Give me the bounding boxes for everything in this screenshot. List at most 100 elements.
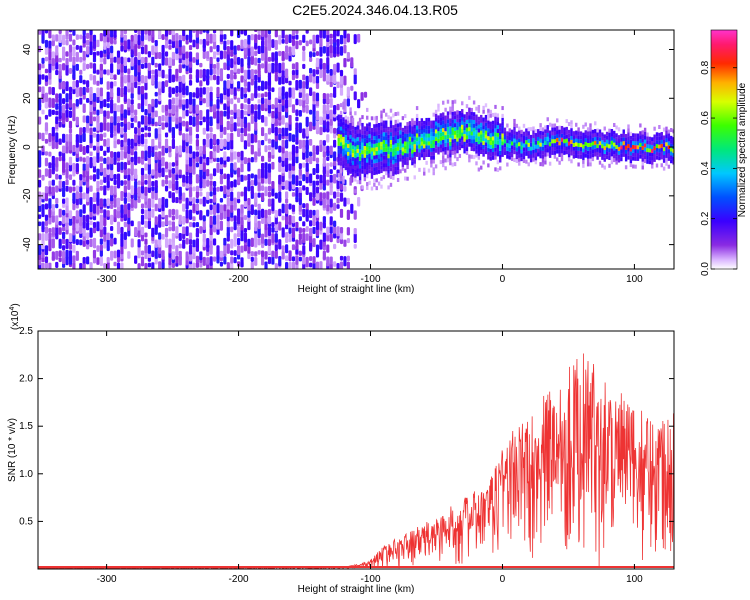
spectrogram-cell — [103, 185, 107, 196]
spectrogram-cell — [392, 156, 395, 161]
colorbar-ticks: 0.00.20.40.60.8 — [700, 60, 737, 276]
spectrogram-cell — [281, 69, 285, 79]
spectrogram-cell — [394, 147, 397, 152]
spectrogram-cell — [375, 119, 378, 124]
spectrogram-cell — [236, 68, 241, 75]
spectrogram-cell — [427, 125, 431, 130]
spectrogram-cell — [648, 152, 652, 157]
spectrogram-cell — [195, 87, 200, 97]
spectrogram-cell — [110, 233, 114, 239]
spectrogram-cell — [420, 126, 424, 131]
spectrogram-cell — [506, 154, 509, 159]
spectrogram-cell — [451, 100, 454, 105]
spectrogram-cell — [368, 153, 371, 158]
spectrogram-cell — [216, 110, 220, 120]
spectrogram-cell — [380, 110, 383, 115]
spectrogram-cell — [58, 57, 62, 63]
spectrogram-cell — [385, 120, 388, 125]
spectrogram-cell — [151, 56, 155, 66]
spectrogram-cell — [116, 210, 121, 219]
spectrogram-cell — [226, 209, 230, 218]
spectrogram-cell — [212, 74, 217, 81]
spectrogram-cell — [496, 128, 500, 133]
spectrogram-cell — [575, 122, 578, 127]
spectrogram-cell — [291, 244, 296, 251]
spectrogram-cell — [513, 122, 516, 127]
spectrogram-cell — [522, 123, 526, 128]
spectrogram-cell — [368, 169, 371, 174]
spectrogram-cell — [134, 75, 138, 83]
spectrogram-cell — [302, 227, 306, 233]
spectrogram-cell — [518, 146, 521, 151]
spectrogram-cell — [322, 145, 326, 152]
spectrogram-cell — [425, 133, 428, 138]
spectrogram-cell — [96, 39, 100, 48]
spectrogram-cell — [470, 135, 473, 140]
spectrogram-cell — [672, 129, 674, 134]
spectrogram-cell — [116, 56, 121, 65]
spectrogram-cell — [147, 179, 151, 188]
spectrogram-cell — [154, 191, 158, 201]
spectrogram-cell — [389, 167, 393, 172]
spectrogram-cell — [411, 153, 414, 158]
spectrogram-cell — [41, 192, 45, 200]
spectrogram-cell — [361, 146, 364, 151]
spectrogram-cell — [665, 134, 668, 139]
spectrogram-cell — [72, 30, 76, 36]
spectrogram-cell — [140, 167, 145, 176]
spectrogram-cell — [529, 158, 533, 163]
spectrogram-cell — [643, 127, 647, 132]
spectrogram-cell — [458, 146, 462, 151]
spectrogram-cell — [373, 132, 376, 137]
spectrogram-cell — [425, 141, 428, 146]
spectrogram-cell — [302, 203, 306, 209]
spectrogram-cell — [339, 226, 344, 234]
spectrogram-cell — [586, 135, 590, 140]
spectrogram-cell — [140, 115, 145, 125]
spectrogram-cell — [89, 86, 93, 95]
colorbar-tick-label: 0.4 — [700, 161, 711, 175]
spectrogram-cell — [72, 203, 76, 211]
spectrogram-cell — [62, 98, 66, 105]
spectrogram-cell — [544, 144, 547, 149]
spectrogram-cell — [344, 142, 348, 147]
spectrogram-cell — [513, 150, 516, 155]
spectrogram-cell — [164, 214, 169, 226]
spectrogram-cell — [496, 152, 500, 157]
spectrogram-cell — [127, 216, 131, 225]
spectrogram-cell — [361, 185, 364, 190]
spectrogram-cell — [274, 250, 278, 259]
spectrogram-cell — [206, 109, 210, 120]
spectrogram-cell — [144, 109, 148, 116]
spectrogram-cell — [358, 152, 362, 157]
spectrogram-cell — [401, 139, 405, 144]
spectrogram-cell — [240, 204, 244, 214]
spectrogram-cell — [629, 135, 633, 140]
spectrogram-cell — [110, 204, 114, 210]
spectrogram-cell — [439, 121, 443, 126]
spectrogram-cell — [368, 137, 371, 142]
spectrogram-cell — [161, 196, 165, 205]
spectrogram-cell — [551, 143, 554, 148]
spectrogram-cell — [72, 63, 76, 73]
spectrogram-cell — [430, 128, 433, 133]
spectrogram-cell — [151, 197, 155, 208]
spectrogram-cell — [319, 58, 323, 65]
spectrogram-cell — [337, 137, 340, 142]
spectrogram-cell — [134, 109, 138, 116]
spectrogram-cell — [96, 51, 100, 56]
spectrogram-cell — [226, 215, 230, 222]
spectrogram-cell — [641, 138, 644, 143]
spectrogram-cell — [195, 133, 200, 139]
spectrogram-cell — [240, 109, 244, 119]
spectrogram-cell — [370, 155, 374, 160]
spectrogram-cell — [219, 114, 224, 126]
spectrogram-cell — [288, 46, 292, 56]
spectrogram-cell — [432, 136, 435, 141]
spectrogram-cell — [202, 127, 206, 135]
spectrogram-cell — [319, 239, 323, 249]
spectrogram-cell — [312, 226, 316, 235]
spectrogram-cell — [72, 103, 76, 114]
spectrogram-cell — [226, 243, 230, 254]
spectrogram-cell — [432, 167, 435, 172]
